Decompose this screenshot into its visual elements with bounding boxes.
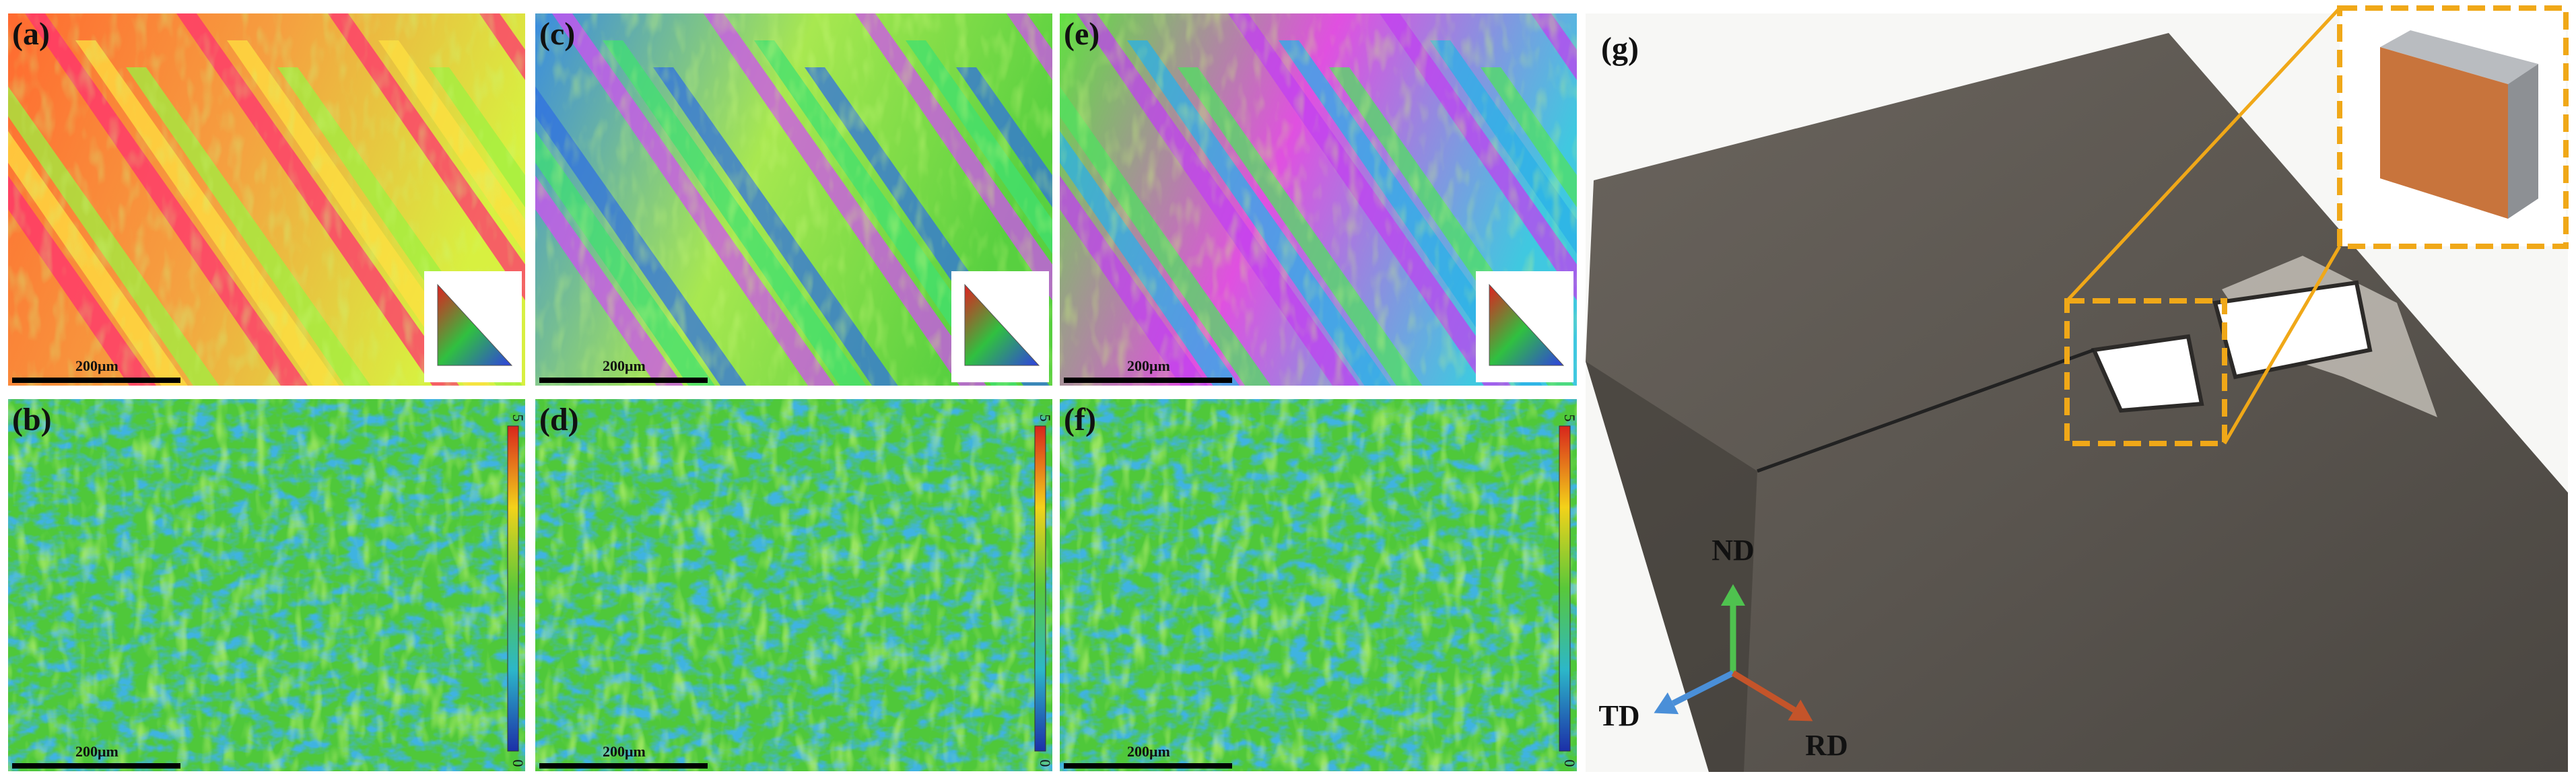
scale-bar (1064, 378, 1232, 383)
panel-label: (g) (1601, 31, 1639, 67)
panel-label: (f) (1064, 402, 1096, 437)
kam-map: 5 0 200μm (d) (535, 399, 1054, 771)
ipf-key (1489, 283, 1565, 366)
ipf-map: 200μm (c) (535, 13, 1052, 386)
connector (2066, 7, 2341, 302)
scale-bar-label: 200μm (1127, 743, 1170, 760)
panel-label: (b) (12, 402, 52, 437)
arrow-head (1654, 692, 1679, 715)
panel-label: (d) (539, 402, 579, 437)
scale-bar-label: 200μm (75, 743, 118, 760)
connector (2223, 245, 2342, 445)
panel-label: (e) (1064, 16, 1099, 52)
plate-edge (1586, 361, 1757, 772)
axis-label: TD (1598, 699, 1639, 732)
ipf-map: 200μm (a) (8, 13, 525, 386)
ipf-map: 200μm (e) (1060, 13, 1577, 386)
plate (1586, 33, 2568, 772)
scale-bar-label: 200μm (603, 743, 646, 760)
kam-map: 5 0 200μm (f) (1060, 399, 1578, 771)
axis-label: ND (1711, 534, 1755, 567)
slit (1757, 348, 2095, 473)
panel-label: (a) (12, 16, 50, 52)
axis-arrow (1671, 670, 1735, 707)
scale-bar (12, 378, 180, 383)
colorbar-min: 0 (510, 760, 527, 767)
block-front (2380, 47, 2508, 219)
scale-bar (1064, 763, 1232, 769)
colorbar-max: 5 (1561, 415, 1578, 422)
scale-bar-label: 200μm (1127, 357, 1170, 374)
colorbar-min: 0 (1037, 760, 1054, 767)
panel-label: (c) (539, 16, 575, 52)
colorbar (507, 425, 519, 752)
axis-arrow (1731, 670, 1796, 713)
block-top (2380, 30, 2538, 84)
map-content (535, 399, 1052, 771)
colorbar-min: 0 (1561, 760, 1578, 767)
zoom-box (2064, 298, 2227, 446)
ipf-key (964, 283, 1040, 366)
texture-light (535, 399, 1052, 771)
texture-light (1060, 399, 1577, 771)
map-content (8, 399, 525, 771)
colorbar-max: 5 (1037, 415, 1054, 422)
scale-bar-label: 200μm (603, 357, 646, 374)
block-side (2508, 64, 2538, 219)
colorbar-max: 5 (510, 415, 527, 422)
photo: (g) ND TD RD (1586, 5, 2569, 772)
kam-map: 5 0 200μm (b) (8, 399, 527, 771)
hole2 (2091, 334, 2204, 413)
axis-label: RD (1805, 729, 1848, 762)
ipf-key (437, 283, 513, 366)
colorbar (1034, 425, 1046, 752)
scale-bar (12, 763, 180, 769)
scale-bar (539, 378, 708, 383)
colorbar (1559, 425, 1571, 752)
arrow-head (1721, 584, 1745, 606)
scale-bar (539, 763, 708, 769)
texture-light (8, 399, 525, 771)
map-content (1060, 399, 1577, 771)
scale-bar-label: 200μm (75, 357, 118, 374)
arrow-head (1788, 699, 1813, 721)
